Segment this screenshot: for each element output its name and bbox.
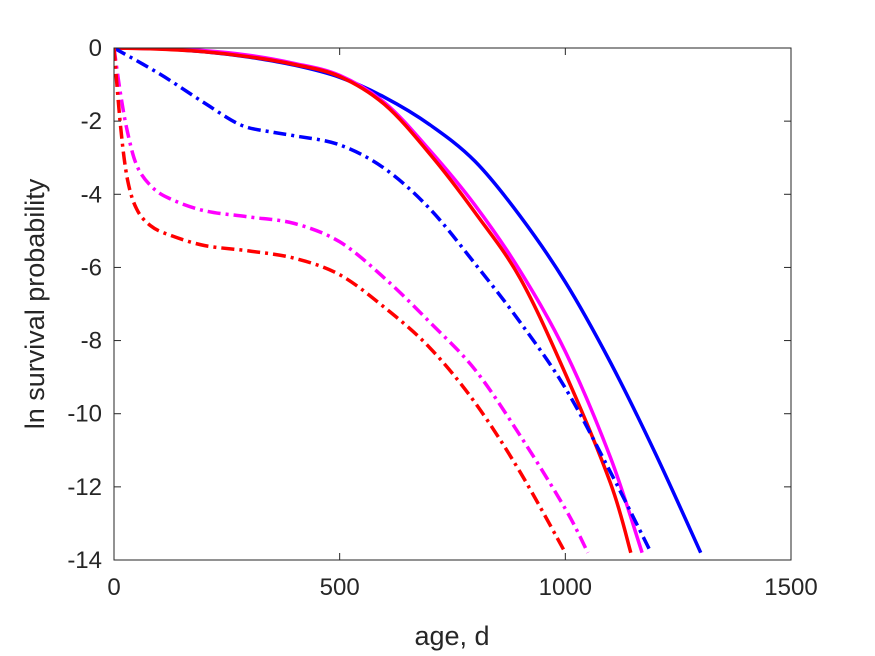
series-line-4	[114, 48, 653, 554]
x-tick-label: 500	[320, 574, 360, 601]
y-axis-title: ln survival probability	[20, 178, 50, 429]
y-tick-label: -4	[81, 181, 102, 208]
plot-frame	[113, 47, 792, 561]
tick-layer: 0 500 1000 1500 0 -2 -4 -6 -8 -10 -12 -14	[67, 35, 817, 601]
x-tick-label: 1000	[539, 574, 592, 601]
y-tick-label: -2	[81, 108, 102, 135]
y-tick-label: 0	[89, 35, 102, 62]
series-line-5	[114, 48, 590, 554]
series-layer	[114, 48, 703, 554]
y-tick-label: -14	[67, 547, 102, 574]
x-axis-title: age, d	[414, 621, 489, 651]
series-line-3	[114, 48, 633, 554]
y-tick-label: -12	[67, 474, 102, 501]
x-tick-label: 1500	[764, 574, 817, 601]
series-line-6	[114, 48, 567, 554]
y-tick-label: -10	[67, 401, 102, 428]
y-tick-label: -6	[81, 254, 102, 281]
plot-area	[114, 48, 791, 560]
x-tick-label: 0	[107, 574, 120, 601]
y-tick-label: -8	[81, 328, 102, 355]
